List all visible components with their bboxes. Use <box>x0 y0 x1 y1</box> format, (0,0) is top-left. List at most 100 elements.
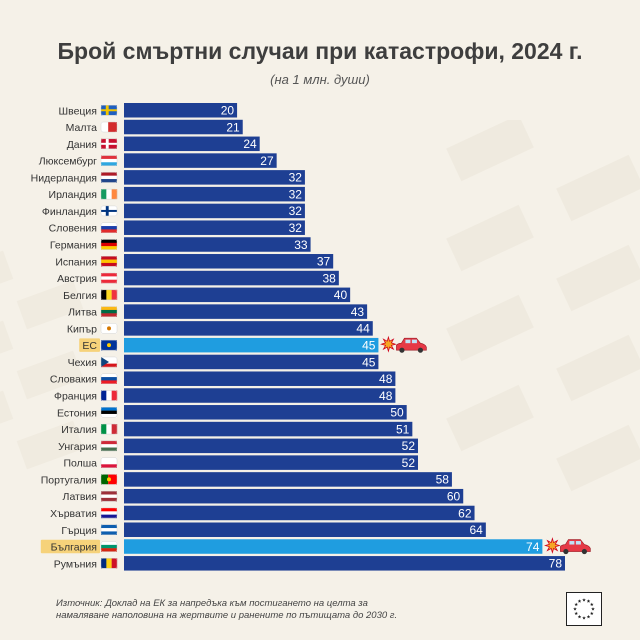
bar <box>124 136 260 152</box>
data-label: 43 <box>351 305 365 319</box>
bar-row: Нидерландия 32 <box>31 170 305 185</box>
bar-row: Ирландия 32 <box>49 186 305 202</box>
bar-row: Латвия 60 <box>63 488 464 503</box>
category-label: Дания <box>67 139 97 151</box>
data-label: 40 <box>334 288 348 302</box>
bar-row: Гърция 64 <box>61 522 486 537</box>
data-label: 52 <box>402 456 416 470</box>
bar-row: Франция 48 <box>54 388 396 403</box>
flag-icon <box>100 457 118 468</box>
data-label: 38 <box>322 271 336 285</box>
crash-car-icon <box>544 537 591 555</box>
star-icon <box>577 599 582 603</box>
data-label: 50 <box>390 406 404 420</box>
bar-row: Италия 51 <box>61 421 413 436</box>
bar <box>124 203 305 219</box>
category-label: Италия <box>61 424 97 436</box>
category-label: Полша <box>63 458 97 470</box>
bar-row: Дания 24 <box>67 136 260 152</box>
category-label: Словакия <box>50 374 97 386</box>
flag-icon <box>100 188 118 200</box>
bar <box>124 405 407 420</box>
flag-icon <box>100 356 118 368</box>
category-label: Люксембург <box>39 156 97 168</box>
bar-row: Полша 52 <box>63 455 418 470</box>
flag-icon <box>100 256 118 267</box>
bar <box>124 472 452 487</box>
bar <box>124 522 486 537</box>
bar-row: Хърватия 62 <box>50 505 475 520</box>
star-icon <box>574 611 579 616</box>
category-label: Унгария <box>58 441 97 453</box>
bar-row: Кипър 44 <box>67 321 373 336</box>
data-label: 27 <box>260 154 274 168</box>
data-label: 51 <box>396 422 410 436</box>
category-label: Франция <box>54 391 97 403</box>
star-icon <box>591 607 595 611</box>
category-label: Австрия <box>57 273 97 285</box>
chart-title: Брой смъртни случаи при катастрофи, 2024… <box>57 38 583 64</box>
bar <box>124 455 418 470</box>
flag-icon <box>100 239 118 250</box>
star-icon <box>582 598 586 602</box>
flag-icon <box>100 289 118 301</box>
category-label: Германия <box>50 239 97 251</box>
flag-icon <box>100 172 118 183</box>
label-highlight <box>79 338 100 352</box>
flag-icon <box>100 138 118 150</box>
flag-icon <box>100 339 118 351</box>
data-label: 48 <box>379 372 393 386</box>
star-icon <box>589 602 594 607</box>
bar-row: Словения 32 <box>49 220 305 235</box>
category-label: Чехия <box>68 357 97 369</box>
bar-row: Унгария 52 <box>58 438 418 454</box>
bar <box>124 270 339 286</box>
star-icon <box>586 614 591 619</box>
data-label: 45 <box>362 338 376 352</box>
bar <box>124 119 243 135</box>
bar <box>124 220 305 235</box>
flag-icon <box>100 558 118 569</box>
data-label: 37 <box>317 255 331 269</box>
data-label: 44 <box>356 322 370 336</box>
category-label: Португалия <box>41 474 97 486</box>
bar-row: Румъния 78 <box>54 556 565 571</box>
tire-tread-decoration <box>446 120 640 492</box>
category-label: Малта <box>66 122 98 134</box>
data-label: 32 <box>289 204 303 218</box>
data-label: 58 <box>436 473 450 487</box>
data-label: 78 <box>549 557 563 571</box>
data-label: 32 <box>289 171 303 185</box>
data-label: 64 <box>469 523 483 537</box>
bar <box>124 170 305 185</box>
data-label: 24 <box>243 137 257 151</box>
flag-icon <box>100 440 118 452</box>
flag-icon <box>100 155 118 166</box>
bar <box>124 103 238 118</box>
data-label: 45 <box>362 355 376 369</box>
bar <box>124 254 334 269</box>
chart-subtitle: (на 1 млн. души) <box>270 72 370 87</box>
category-label: Румъния <box>54 558 97 570</box>
flag-icon <box>100 373 118 384</box>
star-icon <box>577 614 582 619</box>
bar-row: Финландия 32 <box>42 203 305 219</box>
bar-row: Люксембург 27 <box>39 153 277 168</box>
star-icon <box>589 611 594 616</box>
flag-icon <box>100 205 118 217</box>
bar <box>124 186 305 202</box>
category-label: Нидерландия <box>31 172 97 184</box>
star-icon <box>582 616 586 620</box>
data-label: 32 <box>289 187 303 201</box>
data-label: 62 <box>458 506 472 520</box>
category-label: България <box>51 542 97 554</box>
category-label: Белгия <box>63 290 97 302</box>
category-label: Ирландия <box>49 189 97 201</box>
category-label: Хърватия <box>50 508 97 520</box>
bar <box>124 438 418 454</box>
star-icon <box>573 607 577 611</box>
bar <box>124 337 379 353</box>
category-label: ЕС <box>82 340 97 352</box>
bar <box>124 556 565 571</box>
bar-row: България 74 <box>40 537 591 555</box>
